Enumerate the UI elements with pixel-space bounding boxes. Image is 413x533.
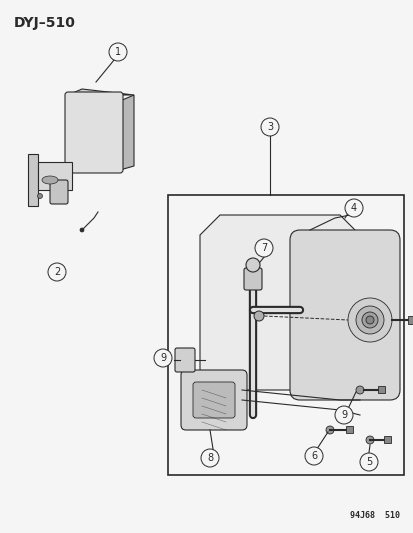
Circle shape bbox=[260, 118, 278, 136]
Bar bbox=[345, 426, 352, 433]
Circle shape bbox=[254, 311, 263, 321]
Bar bbox=[377, 386, 384, 393]
FancyBboxPatch shape bbox=[65, 92, 123, 173]
Circle shape bbox=[201, 449, 218, 467]
Circle shape bbox=[365, 436, 373, 444]
Bar bbox=[168, 195, 403, 475]
Bar bbox=[407, 316, 413, 324]
Text: 5: 5 bbox=[365, 457, 371, 467]
Circle shape bbox=[347, 298, 391, 342]
Polygon shape bbox=[120, 95, 134, 170]
FancyBboxPatch shape bbox=[289, 230, 399, 400]
Bar bbox=[28, 154, 38, 206]
Polygon shape bbox=[68, 89, 134, 95]
Text: 6: 6 bbox=[310, 451, 316, 461]
Circle shape bbox=[109, 43, 127, 61]
Circle shape bbox=[355, 386, 363, 394]
Circle shape bbox=[80, 228, 84, 232]
Text: 1: 1 bbox=[115, 47, 121, 57]
Circle shape bbox=[254, 239, 272, 257]
Text: 4: 4 bbox=[350, 203, 356, 213]
Circle shape bbox=[365, 316, 373, 324]
Circle shape bbox=[325, 426, 333, 434]
Circle shape bbox=[154, 349, 171, 367]
Bar bbox=[383, 437, 390, 443]
FancyBboxPatch shape bbox=[175, 348, 195, 372]
Circle shape bbox=[48, 263, 66, 281]
Text: 94J68  510: 94J68 510 bbox=[349, 511, 399, 520]
Circle shape bbox=[355, 306, 383, 334]
Text: 7: 7 bbox=[260, 243, 266, 253]
Bar bbox=[38, 162, 72, 190]
Circle shape bbox=[344, 199, 362, 217]
Ellipse shape bbox=[42, 176, 58, 184]
Circle shape bbox=[304, 447, 322, 465]
Polygon shape bbox=[199, 215, 359, 390]
Circle shape bbox=[334, 406, 352, 424]
FancyBboxPatch shape bbox=[192, 382, 235, 418]
FancyBboxPatch shape bbox=[180, 370, 247, 430]
Text: DYJ–510: DYJ–510 bbox=[14, 16, 76, 30]
Text: 9: 9 bbox=[340, 410, 346, 420]
Text: 9: 9 bbox=[159, 353, 166, 363]
Circle shape bbox=[38, 193, 43, 198]
Circle shape bbox=[359, 453, 377, 471]
Text: 2: 2 bbox=[54, 267, 60, 277]
FancyBboxPatch shape bbox=[243, 268, 261, 290]
Circle shape bbox=[245, 258, 259, 272]
FancyBboxPatch shape bbox=[50, 180, 68, 204]
Circle shape bbox=[361, 312, 377, 328]
Text: 3: 3 bbox=[266, 122, 273, 132]
Text: 8: 8 bbox=[206, 453, 213, 463]
